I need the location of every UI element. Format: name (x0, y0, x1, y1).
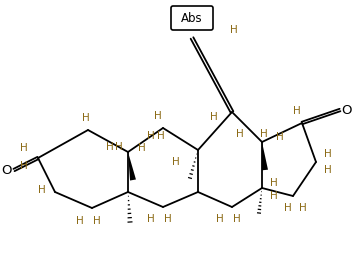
FancyBboxPatch shape (171, 6, 213, 30)
Text: H: H (82, 113, 90, 123)
Text: H: H (236, 129, 244, 139)
Text: H: H (106, 142, 114, 152)
Text: H: H (38, 185, 46, 195)
Text: H: H (172, 157, 180, 167)
Text: H: H (115, 142, 123, 152)
Text: H: H (147, 214, 155, 224)
Text: H: H (270, 191, 278, 201)
Text: O: O (2, 163, 12, 177)
Text: H: H (284, 203, 292, 213)
Text: H: H (216, 214, 224, 224)
Text: H: H (76, 216, 84, 226)
Text: H: H (157, 131, 165, 141)
Text: H: H (299, 203, 307, 213)
Text: H: H (293, 106, 301, 116)
Text: H: H (210, 112, 218, 122)
Polygon shape (128, 152, 136, 181)
Text: H: H (276, 132, 284, 142)
Text: H: H (324, 149, 332, 159)
Text: H: H (138, 143, 146, 153)
Text: Abs: Abs (181, 12, 203, 24)
Text: H: H (233, 214, 241, 224)
Text: H: H (270, 178, 278, 188)
Text: H: H (324, 165, 332, 175)
Text: H: H (93, 216, 101, 226)
Text: H: H (147, 131, 155, 141)
Text: H: H (260, 129, 268, 139)
Polygon shape (262, 142, 268, 170)
Text: H: H (230, 25, 238, 35)
Text: H: H (154, 111, 162, 121)
Text: O: O (342, 103, 352, 117)
Text: H: H (20, 161, 28, 171)
Text: H: H (164, 214, 172, 224)
Text: H: H (20, 143, 28, 153)
